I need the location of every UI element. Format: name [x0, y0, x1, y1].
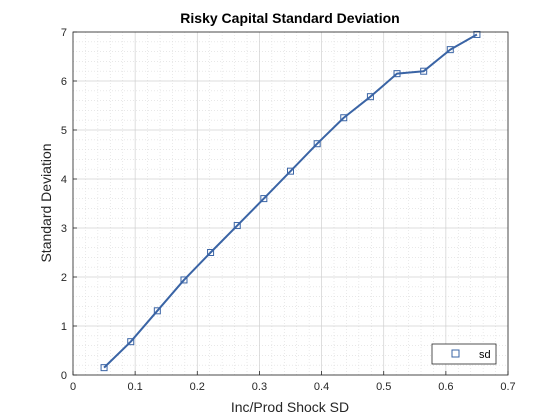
- data-point-marker: [153, 307, 161, 315]
- series-layer: [100, 30, 481, 372]
- plot-area: [73, 32, 508, 375]
- y-ticks: 0 1 2 3 4 5 6 7: [61, 27, 77, 382]
- minor-grid: [73, 32, 508, 375]
- x-tick-label: 0.4: [314, 381, 329, 393]
- data-point-marker: [233, 222, 241, 230]
- x-ticks: 0 0.1 0.2 0.3 0.4 0.5 0.6 0.7: [70, 371, 516, 393]
- x-axis-label: Inc/Prod Shock SD: [231, 399, 349, 415]
- data-point-marker: [313, 140, 321, 148]
- legend-entry-sd: sd: [479, 349, 491, 361]
- data-point-marker: [420, 67, 428, 75]
- y-tick-label: 6: [61, 76, 67, 88]
- data-point-marker: [207, 249, 215, 256]
- x-tick-label: 0.3: [252, 381, 267, 393]
- x-tick-label: 0.6: [438, 381, 453, 393]
- y-tick-label: 3: [61, 223, 67, 235]
- data-point-marker: [127, 338, 135, 346]
- chart-title: Risky Capital Standard Deviation: [180, 10, 399, 26]
- x-tick-label: 0.5: [376, 381, 391, 393]
- x-tick-label: 0: [70, 381, 76, 393]
- x-tick-label: 0.2: [190, 381, 205, 393]
- x-tick-label: 0.7: [500, 381, 515, 393]
- y-tick-label: 7: [61, 27, 67, 39]
- y-tick-label: 1: [61, 321, 67, 333]
- y-axis-label: Standard Deviation: [38, 143, 54, 262]
- data-point-marker: [393, 70, 401, 78]
- legend-marker: [451, 349, 460, 358]
- x-tick-label: 0.1: [127, 381, 142, 393]
- data-point-marker: [366, 93, 374, 101]
- y-tick-label: 2: [61, 272, 67, 284]
- data-point-marker: [287, 167, 294, 175]
- y-tick-label: 5: [61, 125, 67, 137]
- series-line-sd: [103, 33, 478, 369]
- axes-box: [72, 31, 509, 376]
- data-point-marker: [180, 276, 188, 284]
- data-point-marker: [340, 114, 348, 122]
- legend: sd: [431, 343, 497, 365]
- legend-box: [431, 343, 497, 365]
- y-tick-label: 0: [61, 370, 67, 382]
- data-point-marker: [260, 195, 268, 203]
- data-point-marker: [100, 364, 108, 372]
- y-tick-label: 4: [61, 174, 67, 186]
- data-point-marker: [446, 46, 454, 54]
- data-point-marker: [473, 30, 481, 38]
